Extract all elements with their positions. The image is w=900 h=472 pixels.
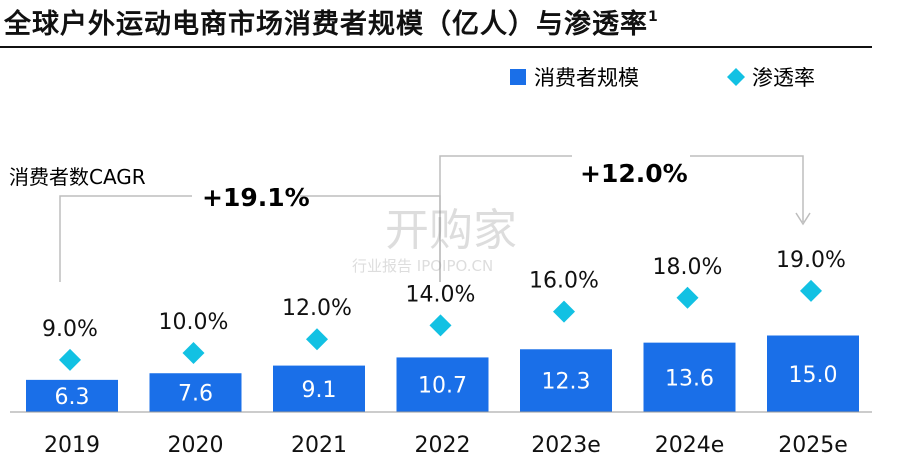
penetration-marker-2019 (59, 348, 81, 371)
legend: 消费者规模 渗透率 (510, 66, 815, 90)
title-rule (0, 46, 872, 48)
bar-value-label: 12.3 (542, 370, 591, 395)
watermark-subtext: 行业报告 IPOIPO.CN (352, 257, 493, 275)
x-tick-label: 2022 (415, 433, 471, 458)
penetration-marker-2022 (429, 314, 452, 337)
cagr-value-2: +12.0% (580, 159, 688, 188)
penetration-value-label: 9.0% (42, 317, 98, 342)
bar-value-label: 15.0 (789, 363, 838, 388)
bar-value-label: 6.3 (55, 385, 90, 410)
bar-value-label: 9.1 (302, 378, 337, 403)
cagr-bracket-2 (439, 155, 804, 282)
bar-2024e (643, 342, 736, 412)
x-tick-label: 2024e (655, 433, 725, 458)
penetration-marker-2025e (800, 279, 822, 302)
cagr-label: 消费者数CAGR (9, 165, 146, 189)
penetration-marker-2023e (553, 300, 575, 323)
bar-2022 (396, 357, 489, 412)
chart-title: 全球户外运动电商市场消费者规模（亿人）与渗透率1 (4, 9, 659, 40)
penetration-marker-2024e (676, 286, 699, 309)
bar-value-label: 7.6 (178, 382, 213, 407)
legend-marker-swatch (727, 68, 745, 86)
legend-bar-swatch (510, 69, 526, 85)
cagr-value-1: +19.1% (202, 183, 310, 212)
cagr-annotations: 消费者数CAGR +19.1% +12.0% (9, 155, 811, 282)
bar-2021 (273, 365, 365, 412)
penetration-value-label: 18.0% (653, 255, 723, 280)
penetration-marker-2020 (182, 342, 205, 364)
bar-value-label: 10.7 (418, 374, 467, 399)
bar-2020 (149, 373, 242, 412)
bar-2019 (26, 379, 118, 412)
cagr-arrowhead (795, 212, 811, 226)
bar-2025e (767, 335, 859, 412)
penetration-marker-2021 (306, 328, 328, 351)
x-tick-label: 2023e (531, 433, 601, 458)
x-tick-label: 2021 (291, 433, 347, 458)
x-tick-label: 2020 (168, 433, 224, 458)
x-tick-label: 2019 (44, 433, 100, 458)
watermark: 开购家 行业报告 IPOIPO.CN (352, 205, 517, 275)
legend-marker-label: 渗透率 (752, 66, 815, 90)
penetration-series: 9.0% 10.0% 12.0% 14.0% 16.0% 18.0% 19.0% (42, 248, 846, 371)
legend-bar-label: 消费者规模 (534, 66, 639, 90)
bar-series: 6.3 7.6 9.1 10.7 12.3 13.6 15.0 (26, 335, 859, 412)
penetration-value-label: 12.0% (282, 296, 352, 321)
penetration-value-label: 19.0% (776, 248, 846, 273)
penetration-value-label: 14.0% (406, 282, 476, 307)
x-axis-ticks: 2019 2020 2021 2022 2023e 2024e 2025e (44, 433, 848, 458)
penetration-value-label: 10.0% (159, 310, 229, 335)
penetration-value-label: 16.0% (529, 269, 599, 294)
x-tick-label: 2025e (778, 433, 848, 458)
bar-2023e (520, 349, 612, 412)
watermark-logo-text: 开购家 (385, 205, 517, 256)
bar-value-label: 13.6 (665, 366, 714, 391)
